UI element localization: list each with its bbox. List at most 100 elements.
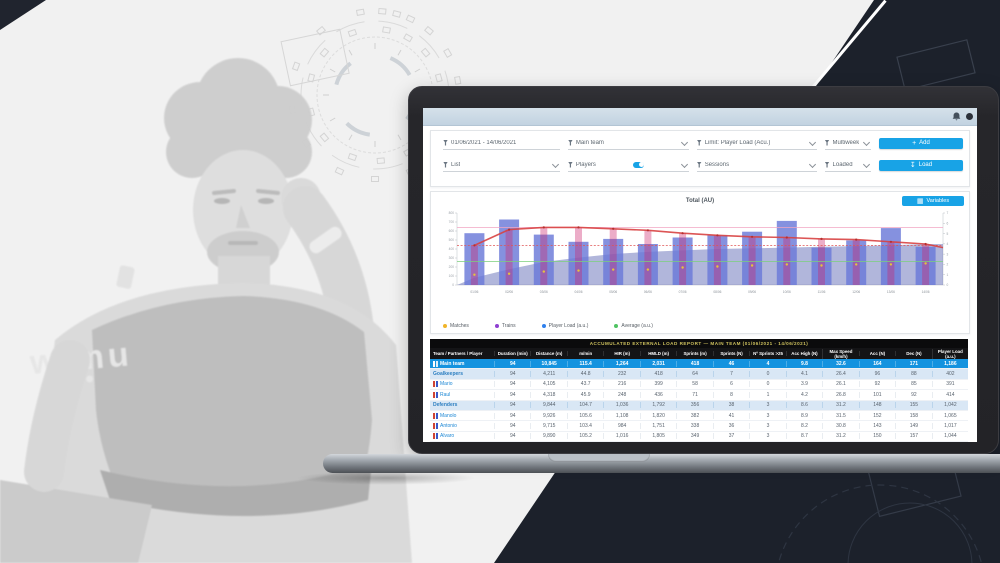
value-cell: 382 — [676, 412, 712, 419]
column-header[interactable]: Acc High (N) — [785, 351, 822, 356]
multiweek-select-value: Multiweek — [832, 139, 860, 146]
column-header[interactable]: Sprints (N) — [712, 351, 749, 356]
chevron-down-icon — [862, 138, 870, 147]
name-cell: Mario — [430, 381, 494, 388]
players-select[interactable]: Players — [567, 158, 689, 172]
player-icon — [433, 433, 438, 440]
svg-text:07/06: 07/06 — [679, 290, 687, 294]
app-header — [423, 108, 977, 126]
value-cell: 1 — [749, 391, 785, 398]
list-filter-icon — [443, 161, 448, 168]
filter-row-1: 01/06/2021 - 14/06/2021 Main team Limit:… — [431, 131, 969, 155]
notifications-bell-icon[interactable] — [952, 112, 961, 121]
players-select-value: Players — [575, 161, 596, 168]
value-cell: 38 — [712, 402, 749, 409]
value-cell: 1,792 — [639, 402, 676, 409]
load-chart-card: Total (AU) ▦ Variables 800 700 600 500 400 30… — [430, 191, 970, 334]
value-cell: 8.6 — [785, 402, 822, 409]
chevron-down-icon — [680, 138, 688, 147]
user-avatar[interactable] — [966, 113, 973, 120]
chevron-down-icon — [862, 160, 870, 169]
value-cell: 44.8 — [566, 371, 603, 378]
column-header[interactable]: HIR (m) — [603, 351, 639, 356]
column-header[interactable]: Acc (N) — [858, 351, 895, 356]
value-cell: 3.9 — [785, 381, 822, 388]
list-select[interactable]: List — [443, 158, 560, 172]
value-cell: 10,845 — [530, 360, 566, 367]
svg-text:13/06: 13/06 — [887, 290, 895, 294]
column-header[interactable]: Nº Sprints >25 — [749, 351, 785, 356]
laptop: 01/06/2021 - 14/06/2021 Main team Limit:… — [408, 86, 999, 454]
legend-item: Player Load (a.u.) — [541, 323, 588, 329]
value-cell: 216 — [603, 381, 639, 388]
value-cell: 150 — [858, 433, 895, 440]
column-header[interactable]: Sprints (m) — [676, 351, 712, 356]
sessions-select[interactable]: Sessions — [696, 158, 817, 172]
svg-text:300: 300 — [449, 256, 455, 260]
value-cell: 26.4 — [822, 371, 858, 378]
column-header[interactable]: Distance (m) — [530, 351, 566, 356]
variables-button[interactable]: ▦ Variables — [902, 196, 964, 206]
player-name[interactable]: Alvaro — [440, 433, 455, 440]
value-cell: 1,044 — [931, 433, 968, 440]
grid-icon: ▦ — [916, 197, 924, 205]
team-name[interactable]: Main team — [440, 360, 465, 367]
value-cell: 402 — [931, 371, 968, 378]
value-cell: 36 — [712, 423, 749, 430]
column-header[interactable]: Duration (min) — [494, 351, 530, 356]
player-name[interactable]: Manolo — [440, 412, 457, 419]
column-header[interactable]: Team / Partners / Player — [433, 351, 483, 356]
value-cell: 1,108 — [603, 412, 639, 419]
svg-text:03/06: 03/06 — [540, 290, 548, 294]
value-cell: 1,805 — [639, 433, 676, 440]
legend-item: Average (a.u.) — [614, 323, 653, 329]
player-icon — [433, 381, 438, 388]
column-header[interactable]: Dec (N) — [895, 351, 931, 356]
legend-dot-icon — [541, 324, 546, 328]
value-cell: 94 — [494, 371, 530, 378]
column-header[interactable]: HMLD (m) — [639, 351, 676, 356]
add-button[interactable]: + Add — [878, 137, 964, 149]
limit-select[interactable]: Limit: Player Load (Acu.) — [696, 136, 817, 150]
value-cell: 58 — [676, 381, 712, 388]
table-row-group: Defenders 94 9,844 104.7 1,036 1,792 356 38 3 8.6… — [430, 400, 968, 411]
name-cell: Manolo — [430, 412, 494, 419]
player-name[interactable]: Antonio — [440, 423, 457, 430]
value-cell: 436 — [639, 391, 676, 398]
value-cell: 92 — [858, 381, 895, 388]
legend-dot-icon — [614, 324, 619, 328]
column-header[interactable]: Max Speed (km/h) — [822, 348, 858, 359]
player-name[interactable]: Raul — [440, 391, 451, 398]
column-header[interactable]: Player Load (a.u.) — [931, 348, 968, 359]
chart-title: Total (AU) — [685, 198, 715, 204]
table-row-player: Alvaro 94 9,890 105.2 1,016 1,805 349 37 3 8.7 31.… — [430, 431, 968, 442]
player-name[interactable]: Mario — [440, 381, 453, 388]
laptop-shadow — [296, 471, 476, 485]
chevron-down-icon — [808, 138, 816, 147]
value-cell: 9,926 — [530, 412, 566, 419]
value-cell: 94 — [494, 391, 530, 398]
loaded-select[interactable]: Loaded — [824, 158, 871, 172]
value-cell: 9,715 — [530, 423, 566, 430]
value-cell: 248 — [603, 391, 639, 398]
value-cell: 101 — [858, 391, 895, 398]
table-header-row: Team / Partners / Player Duration (min) Di… — [430, 348, 968, 359]
svg-text:4: 4 — [947, 242, 949, 246]
filter-row-2: List Players Sessions — [431, 153, 969, 177]
value-cell: 1,065 — [931, 412, 968, 419]
svg-text:09/06: 09/06 — [748, 290, 756, 294]
date-range-input[interactable]: 01/06/2021 - 14/06/2021 — [443, 136, 560, 150]
multiweek-select[interactable]: Multiweek — [824, 136, 871, 150]
value-cell: 94 — [494, 402, 530, 409]
value-cell: 1,820 — [639, 412, 676, 419]
value-cell: 45.9 — [566, 391, 603, 398]
value-cell: 7 — [712, 371, 749, 378]
svg-text:1: 1 — [947, 273, 949, 277]
load-button[interactable]: ↧ Load — [878, 159, 964, 171]
chevron-down-icon — [808, 160, 816, 169]
column-header[interactable]: m/min — [566, 351, 603, 356]
value-cell: 157 — [895, 433, 931, 440]
players-toggle[interactable] — [633, 161, 645, 168]
table-row-group: Goalkeepers 94 4,211 44.8 232 418 64 7 0 4.1 26.4 9… — [430, 369, 968, 380]
team-select[interactable]: Main team — [567, 136, 689, 150]
